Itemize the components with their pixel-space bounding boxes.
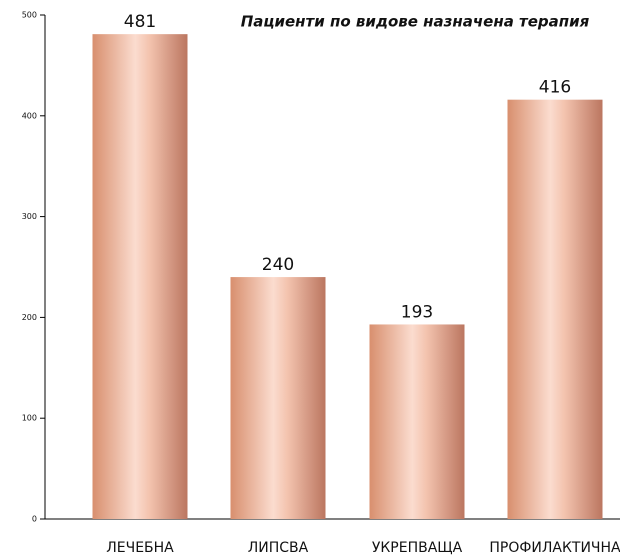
x-tick-label: ЛИПСВА (248, 540, 309, 556)
x-tick-label: УКРЕПВАЩА (372, 540, 463, 556)
y-tick-label: 0 (32, 515, 37, 524)
value-label: 240 (262, 255, 294, 275)
value-label: 481 (124, 12, 156, 32)
x-tick-label: ЛЕЧЕБНА (106, 540, 174, 556)
value-label: 416 (539, 78, 571, 98)
x-tick-label: ПРОФИЛАКТИЧНА (489, 540, 620, 556)
y-tick-label: 400 (22, 111, 37, 120)
chart-title: Пациенти по видове назначена терапия (241, 13, 590, 31)
y-tick-label: 200 (22, 313, 37, 322)
y-tick-label: 100 (22, 414, 37, 423)
bar (230, 277, 326, 519)
y-tick-label: 500 (22, 11, 37, 20)
bar (369, 324, 465, 519)
value-label: 193 (401, 302, 433, 322)
y-tick-label: 300 (22, 212, 37, 221)
bar (92, 34, 188, 519)
bar (507, 99, 603, 519)
